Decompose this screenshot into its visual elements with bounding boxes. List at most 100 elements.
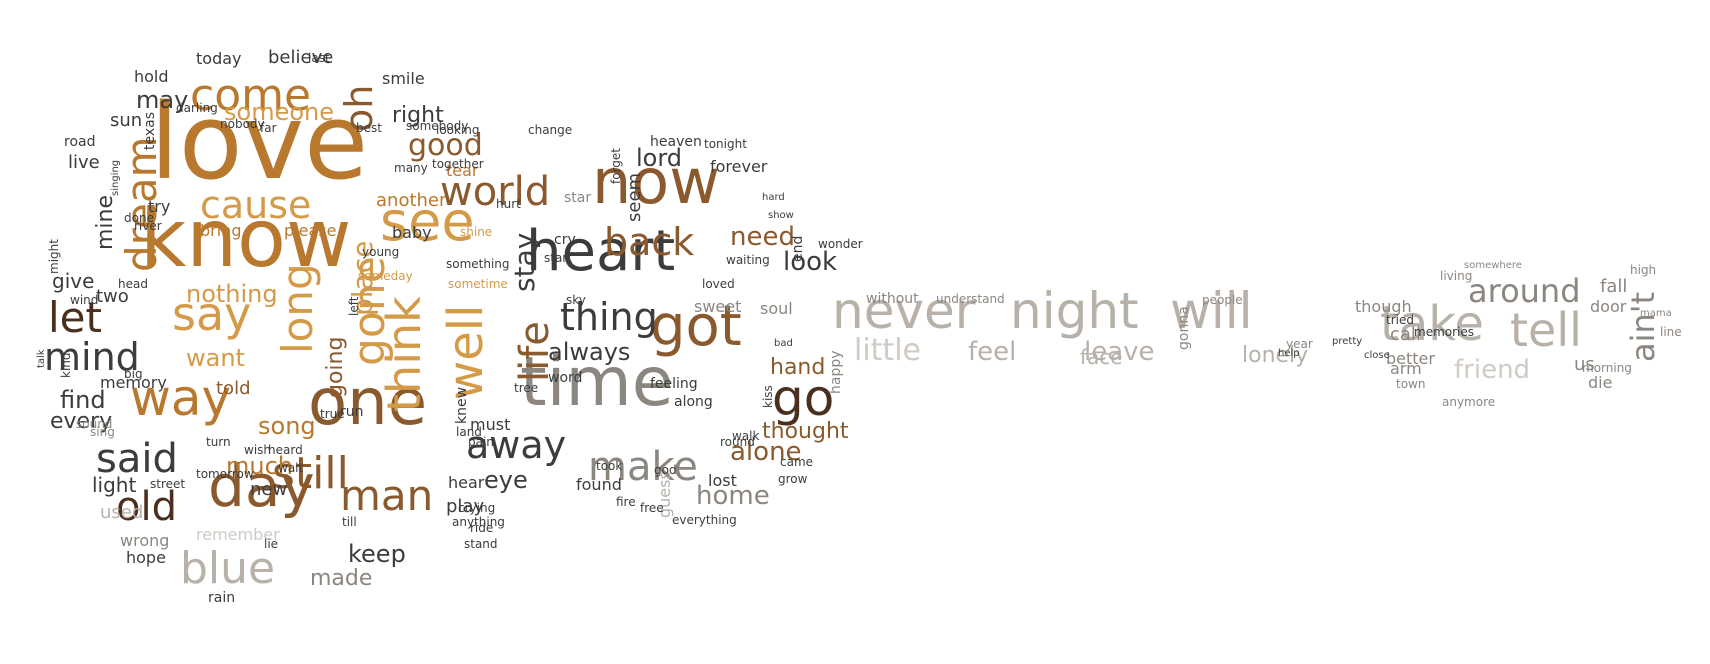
cloud-word-heaven: heaven — [650, 134, 702, 150]
cloud-word-got: got — [650, 294, 742, 359]
cloud-word-never: never — [832, 282, 976, 340]
cloud-word-leave: leave — [1084, 337, 1155, 367]
cloud-word-try: try — [148, 197, 170, 216]
cloud-word-keep: keep — [348, 540, 406, 568]
cloud-word-feeling: feeling — [650, 376, 698, 392]
cloud-word-new: new — [250, 479, 287, 500]
cloud-word-lonely: lonely — [1242, 343, 1308, 368]
cloud-word-waiting: waiting — [726, 253, 770, 267]
cloud-word-understand: understand — [936, 292, 1005, 306]
cloud-word-sky: sky — [566, 293, 586, 307]
cloud-word-mama: mama — [1640, 308, 1672, 319]
cloud-word-singing: singing — [110, 160, 121, 196]
cloud-word-die: die — [1588, 373, 1612, 392]
cloud-word-stand: stand — [464, 537, 498, 551]
cloud-word-thing: thing — [560, 295, 658, 339]
cloud-word-light: light — [92, 473, 136, 497]
cloud-word-live: live — [68, 152, 100, 173]
cloud-word-old: old — [116, 484, 177, 530]
cloud-word-loved: loved — [702, 277, 735, 291]
cloud-word-shine: shine — [460, 225, 492, 239]
cloud-word-close: close — [1364, 350, 1390, 361]
cloud-word-alone: alone — [730, 437, 802, 467]
cloud-word-world: world — [440, 169, 550, 215]
cloud-word-night: night — [1010, 282, 1139, 340]
cloud-word-remember: remember — [196, 525, 280, 544]
cloud-word-gone: gone — [344, 256, 395, 366]
cloud-word-now: now — [592, 145, 720, 218]
cloud-word-best: best — [356, 121, 382, 135]
cloud-word-far: far — [260, 121, 277, 135]
cloud-word-anything: anything — [452, 515, 505, 529]
cloud-word-know: know — [140, 192, 351, 285]
cloud-word-better: better — [1386, 349, 1435, 368]
cloud-word-free: free — [640, 501, 664, 515]
cloud-word-lost: lost — [708, 471, 737, 490]
cloud-word-baby: baby — [392, 223, 432, 242]
cloud-word-please: please — [284, 221, 336, 240]
cloud-word-long: long — [273, 263, 322, 354]
cloud-word-lie: lie — [264, 537, 278, 551]
cloud-word-dream: dream — [117, 137, 166, 273]
cloud-word-may: may — [136, 86, 188, 114]
cloud-word-us: us — [1574, 354, 1595, 375]
cloud-word-forget: forget — [609, 148, 623, 184]
cloud-word-line: line — [1660, 325, 1682, 339]
cloud-word-memories: memories — [1414, 325, 1474, 339]
cloud-word-sound: sound — [76, 417, 112, 431]
cloud-word-done: done — [124, 211, 154, 225]
cloud-word-river: river — [134, 219, 162, 233]
cloud-word-sweet: sweet — [694, 297, 741, 316]
cloud-word-lord: lord — [636, 144, 682, 172]
cloud-word-year: year — [1286, 337, 1313, 351]
cloud-word-think: think — [377, 296, 431, 412]
cloud-word-seem: seem — [624, 173, 645, 222]
cloud-word-left: left — [347, 296, 361, 316]
cloud-word-pain: pain — [468, 435, 494, 449]
cloud-word-word: word — [548, 370, 582, 386]
cloud-word-head: head — [118, 277, 148, 291]
cloud-word-wish: wish — [244, 443, 271, 457]
cloud-word-someday: someday — [358, 269, 413, 283]
cloud-word-day: day — [208, 452, 315, 520]
cloud-word-life: life — [512, 321, 558, 382]
cloud-word-morning: morning — [1582, 361, 1632, 375]
cloud-word-took: took — [596, 459, 622, 473]
cloud-word-told: told — [216, 378, 251, 399]
cloud-word-mine: mine — [93, 195, 118, 250]
cloud-word-go: go — [772, 369, 834, 427]
cloud-word-street: street — [150, 477, 185, 491]
cloud-word-oh: oh — [337, 85, 381, 132]
cloud-word-good: good — [408, 128, 483, 163]
cloud-word-memory: memory — [100, 373, 167, 392]
cloud-word-round: round — [720, 435, 755, 449]
cloud-word-love: love — [150, 81, 368, 203]
cloud-word-call: call — [1390, 324, 1421, 345]
cloud-word-away: away — [466, 423, 566, 467]
cloud-word-hope: hope — [126, 548, 166, 567]
cloud-word-going: going — [323, 337, 348, 398]
cloud-word-tell: tell — [1510, 303, 1582, 357]
cloud-word-play: play — [446, 496, 484, 517]
cloud-word-everything: everything — [672, 513, 737, 527]
cloud-word-hand: hand — [770, 355, 825, 380]
cloud-word-change: change — [528, 123, 572, 137]
cloud-word-tear: tear — [446, 161, 479, 180]
cloud-word-grow: grow — [778, 472, 808, 486]
cloud-word-wait: wait — [278, 461, 304, 475]
cloud-word-god: god — [654, 463, 677, 477]
cloud-word-along: along — [674, 394, 713, 410]
cloud-word-together: together — [432, 157, 484, 171]
cloud-word-stay: stay — [508, 233, 541, 292]
cloud-word-help: help — [1278, 348, 1300, 359]
cloud-word-much: much — [226, 452, 293, 480]
cloud-word-guess: guess — [655, 471, 674, 518]
cloud-word-believe: believe — [268, 47, 333, 68]
cloud-word-hurt: hurt — [496, 197, 521, 211]
cloud-word-thought: thought — [762, 419, 849, 444]
cloud-word-another: another — [376, 190, 447, 211]
cloud-word-run: run — [340, 404, 364, 420]
cloud-word-mind: mind — [44, 335, 140, 379]
cloud-word-people: people — [1202, 293, 1243, 307]
